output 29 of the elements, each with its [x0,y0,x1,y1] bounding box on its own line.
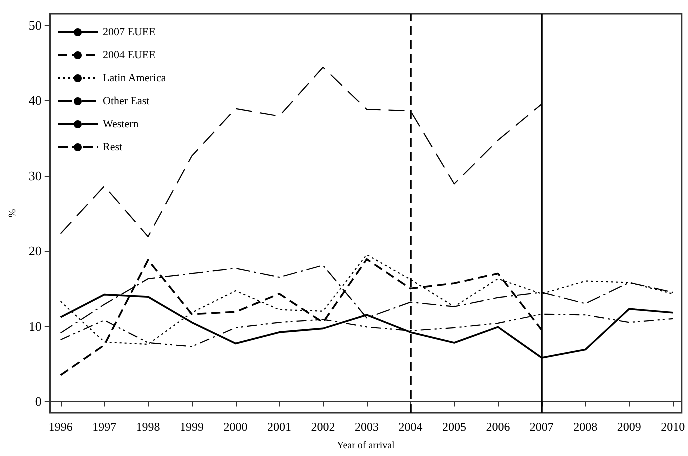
y-tick-label: 50 [28,18,42,33]
x-tick-label: 1996 [48,420,73,434]
y-axis-title: % [8,209,18,218]
x-tick-label: 2008 [574,420,598,434]
x-axis-title: Year of arrival [336,440,396,452]
y-tick-label: 30 [28,168,42,184]
legend-label: 2004 EUEE [103,50,156,62]
x-tick-label: 2004 [398,420,423,434]
x-tick-label: 1998 [136,420,160,434]
legend-label: Latin America [103,72,166,84]
legend-label: Western [103,118,140,130]
x-tick-label: 2007 [530,420,554,434]
legend-label: Rest [103,142,123,154]
x-tick-label: 2006 [486,420,510,434]
x-tick-label: 2010 [661,420,686,434]
x-tick-label: 1997 [92,420,117,434]
y-tick-label: 10 [28,318,42,334]
x-tick-label: 1999 [180,420,204,434]
x-tick-label: 2000 [224,420,248,434]
x-tick-label: 2003 [354,420,379,434]
x-tick-label: 2001 [268,420,292,434]
legend-label: Other East [103,96,150,108]
x-tick-label: 2009 [617,420,642,434]
legend-label: 2007 EUEE [103,26,156,38]
x-tick-label: 2002 [311,420,336,434]
y-tick-label: 20 [28,244,42,259]
y-tick-label: 0 [35,394,42,410]
x-tick-label: 2005 [442,420,466,434]
y-tick-label: 40 [28,93,42,108]
